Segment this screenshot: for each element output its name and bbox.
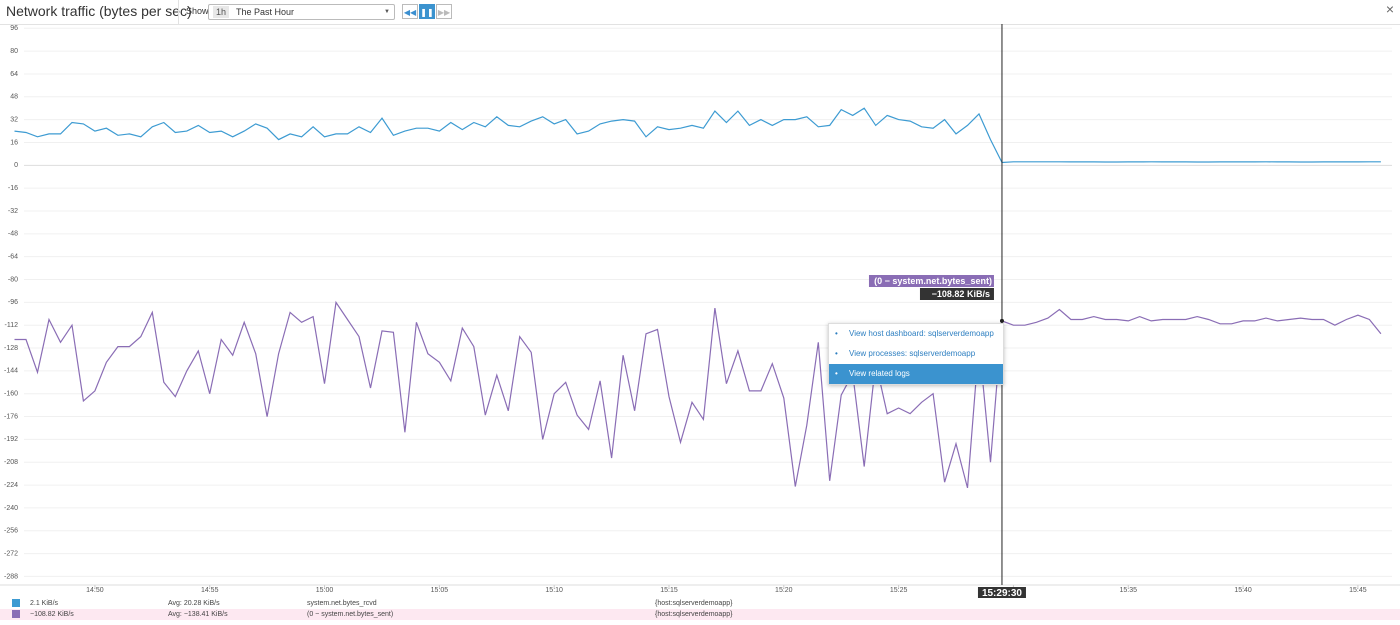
legend-row[interactable]: 2.1 KiB/s Avg: 20.28 KiB/s system.net.by… xyxy=(0,598,1400,609)
y-tick-label: 0 xyxy=(14,162,18,169)
tooltip-series-bg xyxy=(868,275,994,287)
context-menu: View host dashboard: sqlserverdemoapp Vi… xyxy=(828,323,1004,385)
pause-button[interactable]: ❚❚ xyxy=(419,4,435,19)
y-tick-label: -128 xyxy=(4,345,18,352)
y-tick-label: -224 xyxy=(4,482,18,489)
tooltip-value: −108.82 KiB/s xyxy=(932,289,990,299)
separator xyxy=(178,0,179,24)
range-short: 1h xyxy=(213,6,230,18)
legend-avg: Avg: 20.28 KiB/s xyxy=(168,600,220,607)
cursor-time-bg xyxy=(977,587,1026,598)
forward-button[interactable]: ▶▶ xyxy=(436,4,452,19)
widget-title: Network traffic (bytes per sec) xyxy=(6,3,192,19)
legend-avg: Avg: −138.41 KiB/s xyxy=(168,611,228,618)
caret: ▼ xyxy=(384,9,390,15)
y-tick-label: -16 xyxy=(8,185,18,192)
y-tick-label: -208 xyxy=(4,459,18,466)
y-tick-label: -240 xyxy=(4,505,18,512)
header: Network traffic (bytes per sec) Show 1h … xyxy=(0,0,1400,25)
chart: 96 80 64 48 32 16 0 -16 -32 -48 -64 -80 -96 -112 -128 -… xyxy=(0,24,1400,598)
tooltip-value-bg xyxy=(919,288,994,300)
y-tick-label: -48 xyxy=(8,231,18,238)
show-label: Show xyxy=(186,6,209,16)
y-tick-label: 96 xyxy=(10,25,18,32)
y-tick-label: -144 xyxy=(4,368,18,375)
legend-metric: (0 − system.net.bytes_sent) xyxy=(307,611,394,618)
series-line xyxy=(14,107,1381,164)
legend-scope: {host:sqlserverdemoapp} xyxy=(655,600,733,607)
y-tick-label: 16 xyxy=(10,139,18,146)
y-tick-label: -112 xyxy=(5,322,19,329)
y-tick-label: -160 xyxy=(4,391,18,398)
cursor-tooltip: (0 − system.net.bytes_sent) −108.82 KiB/s xyxy=(868,275,994,300)
y-tick-label: -192 xyxy=(4,436,18,443)
legend-current: −108.82 KiB/s xyxy=(30,611,74,618)
y-tick-label: -96 xyxy=(8,299,18,306)
y-tick-label: -272 xyxy=(4,550,18,557)
tooltip-series: (0 − system.net.bytes_sent) xyxy=(874,276,992,286)
x-tick-label: 15:20 xyxy=(775,587,793,594)
close-button[interactable]: × xyxy=(1385,1,1394,17)
rewind-button[interactable]: ◀◀ xyxy=(402,4,418,19)
x-tick-label: 14:50 xyxy=(86,587,104,594)
x-tick-label: 15:40 xyxy=(1234,587,1252,594)
x-tick-label: 14:55 xyxy=(201,587,219,594)
x-tick-label: 15:00 xyxy=(316,587,334,594)
menu-item[interactable]: View host dashboard: sqlserverdemoapp xyxy=(829,324,1003,344)
x-tick-label: 15:35 xyxy=(1120,587,1138,594)
x-tick-label: 15:25 xyxy=(890,587,908,594)
y-tick-label: -176 xyxy=(4,413,18,420)
x-tick-label: 15:10 xyxy=(545,587,563,594)
legend-swatch xyxy=(12,599,20,607)
y-tick-label: -64 xyxy=(8,254,18,261)
y-tick-label: -80 xyxy=(8,276,18,283)
legend-row[interactable]: −108.82 KiB/s Avg: −138.41 KiB/s (0 − sy… xyxy=(0,609,1400,620)
menu-item[interactable]: View related logs xyxy=(829,364,1003,384)
y-tick-label: -32 xyxy=(8,208,18,215)
legend-scope: {host:sqlserverdemoapp} xyxy=(655,611,733,618)
legend-metric: system.net.bytes_rcvd xyxy=(307,600,377,607)
time-range-select[interactable]: 1h The Past Hour ▼ xyxy=(208,4,395,20)
legend-current: 2.1 KiB/s xyxy=(30,600,59,607)
x-tick-label: 15:15 xyxy=(660,587,678,594)
cursor-time: 15:29:30 xyxy=(982,588,1022,598)
series-line xyxy=(14,300,1382,489)
y-tick-label: -288 xyxy=(4,573,18,580)
menu-item[interactable]: View processes: sqlserverdemoapp xyxy=(829,344,1003,364)
x-tick-label: 15:05 xyxy=(431,587,449,594)
y-tick-label: 48 xyxy=(10,94,18,101)
x-tick-label: 15:45 xyxy=(1349,587,1367,594)
y-tick-label: 32 xyxy=(10,116,18,123)
y-tick-label: 80 xyxy=(10,48,18,55)
range-text: The Past Hour xyxy=(236,7,295,17)
y-tick-label: -256 xyxy=(4,528,18,535)
legend-swatch xyxy=(12,610,20,618)
y-tick-label: 64 xyxy=(10,71,18,78)
cursor-dot xyxy=(999,318,1004,323)
